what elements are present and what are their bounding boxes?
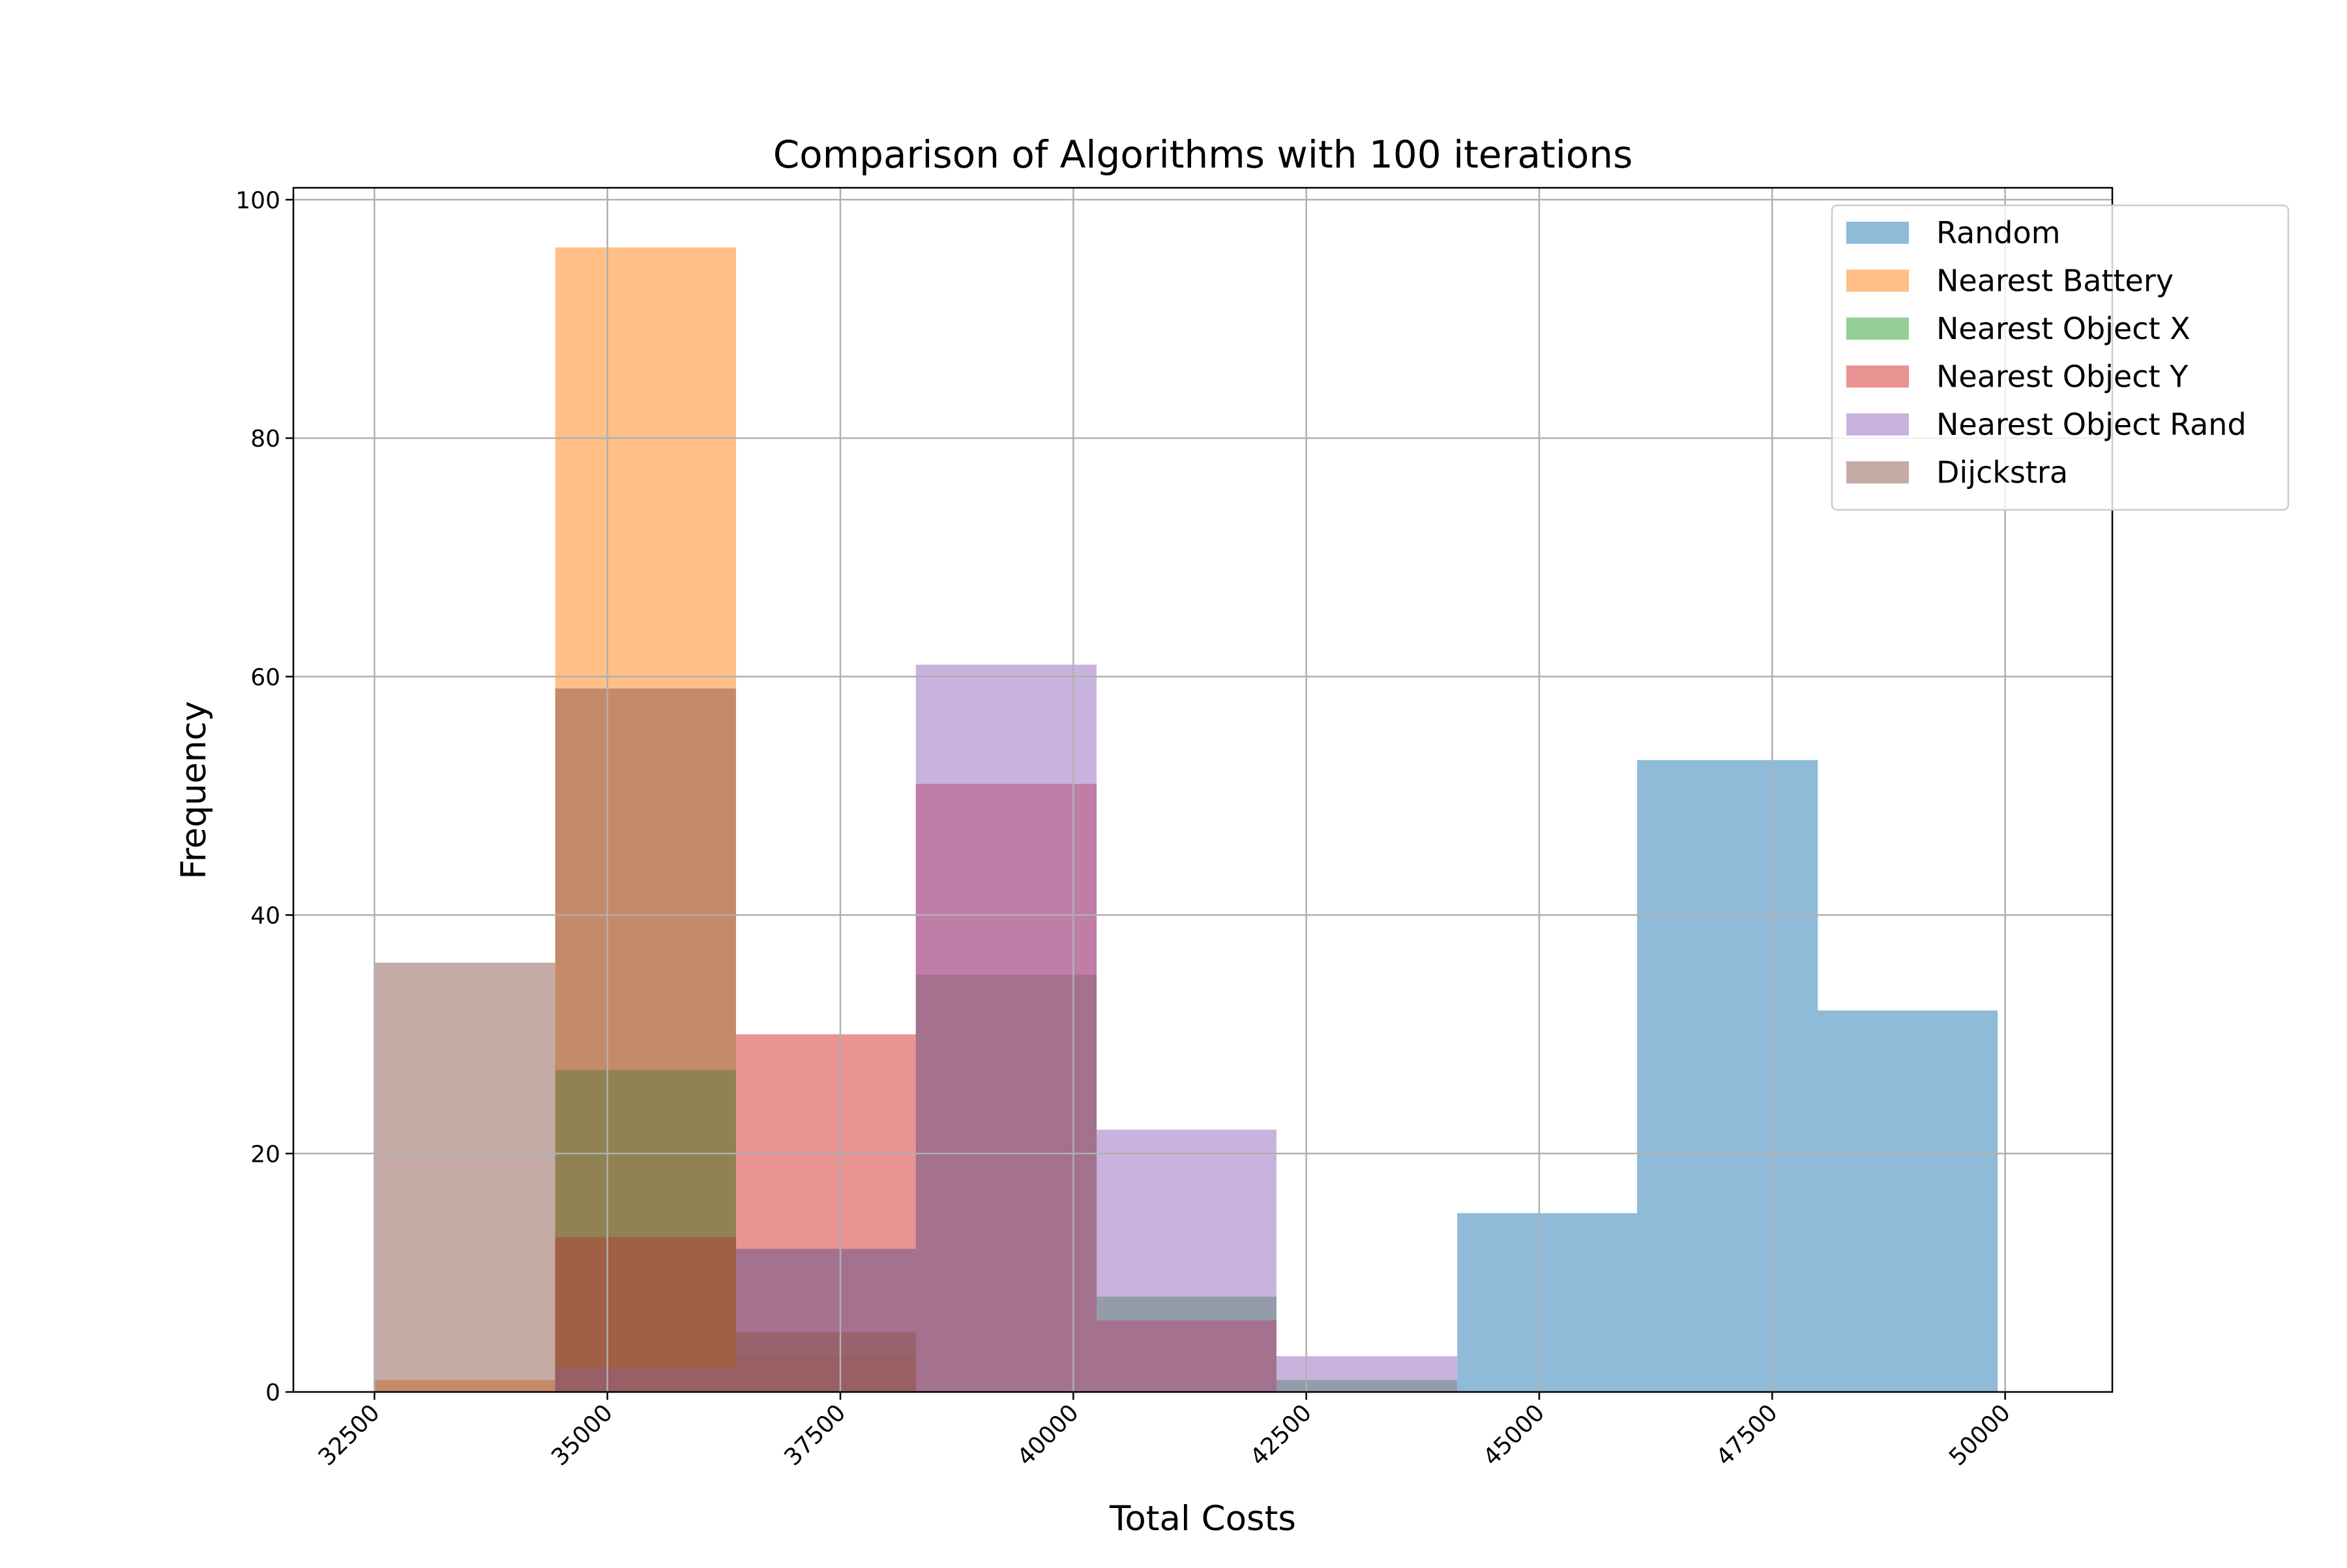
legend-swatch-nearest-object-rand xyxy=(1846,413,1909,436)
bar-dijckstra-1 xyxy=(555,688,736,1392)
legend-label-nearest-object-y: Nearest Object Y xyxy=(1936,359,2189,394)
legend-swatch-random xyxy=(1846,222,1909,244)
bar-nearest-object-rand-2 xyxy=(915,664,1097,1393)
y-tick-label: 40 xyxy=(250,903,280,930)
legend-swatch-nearest-battery xyxy=(1846,269,1909,292)
x-axis-label: Total Costs xyxy=(1109,1499,1296,1539)
legend-label-nearest-battery: Nearest Battery xyxy=(1936,263,2174,299)
bar-random-0 xyxy=(1457,1213,1638,1392)
legend-label-nearest-object-rand: Nearest Object Rand xyxy=(1936,407,2247,442)
legend-label-random: Random xyxy=(1936,215,2060,250)
bar-dijckstra-2 xyxy=(735,1332,916,1392)
legend-swatch-nearest-object-y xyxy=(1846,365,1909,388)
y-tick-label: 80 xyxy=(250,426,280,452)
bar-random-1 xyxy=(1637,760,1818,1392)
legend-label-nearest-object-x: Nearest Object X xyxy=(1936,311,2191,346)
y-tick-label: 60 xyxy=(250,664,280,691)
legend-swatch-nearest-object-x xyxy=(1846,318,1909,340)
legend-swatch-dijckstra xyxy=(1846,461,1909,484)
bar-random-2 xyxy=(1818,1010,1998,1392)
plot-frame xyxy=(292,186,2114,1393)
y-tick-label: 0 xyxy=(265,1380,280,1406)
legend-label-dijckstra: Dijckstra xyxy=(1936,455,2068,490)
y-tick-label: 100 xyxy=(235,187,280,214)
y-axis-label: Frequency xyxy=(174,701,214,880)
bar-nearest-object-rand-3 xyxy=(1097,1129,1277,1392)
legend-box xyxy=(1831,204,2290,511)
legend: Random Nearest Battery Nearest Object X Nea… xyxy=(1831,204,2290,511)
bar-nearest-object-rand-4 xyxy=(1276,1356,1458,1392)
y-tick-label: 20 xyxy=(250,1141,280,1168)
bar-dijckstra-0 xyxy=(374,962,555,1392)
chart-title: Comparison of Algorithms with 100 iterat… xyxy=(773,132,1633,177)
